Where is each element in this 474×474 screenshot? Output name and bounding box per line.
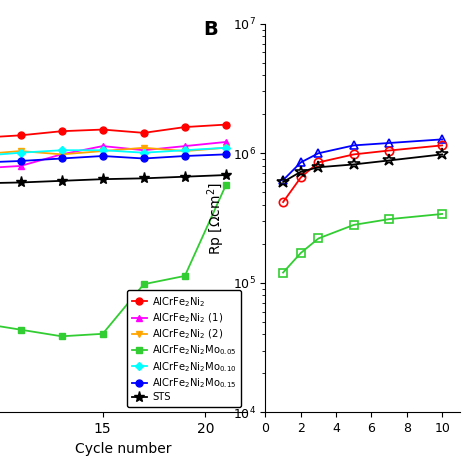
Y-axis label: Rp [$\Omega$cm$^2$]: Rp [$\Omega$cm$^2$]	[206, 182, 227, 255]
AlCrFe$_2$Ni$_2$	[223, 122, 229, 128]
AlCrFe$_2$Ni$_2$ (1)	[100, 143, 106, 149]
Line: STS: STS	[0, 170, 231, 199]
AlCrFe$_2$Ni$_2$	[59, 128, 64, 134]
AlCrFe$_2$Ni$_2$Mo$_{0.05}$	[59, 333, 64, 339]
Line: AlCrFe$_2$Ni$_2$ (1): AlCrFe$_2$Ni$_2$ (1)	[0, 138, 229, 267]
STS	[100, 176, 106, 182]
AlCrFe$_2$Ni$_2$ (2)	[18, 148, 23, 154]
X-axis label: Cycle number: Cycle number	[75, 442, 172, 456]
AlCrFe$_2$Ni$_2$Mo$_{0.10}$	[223, 145, 229, 151]
AlCrFe$_2$Ni$_2$Mo$_{0.05}$	[18, 327, 23, 333]
AlCrFe$_2$Ni$_2$Mo$_{0.05}$	[100, 331, 106, 337]
AlCrFe$_2$Ni$_2$Mo$_{0.05}$	[141, 282, 146, 287]
AlCrFe$_2$Ni$_2$ (1)	[223, 139, 229, 145]
AlCrFe$_2$Ni$_2$Mo$_{0.05}$	[223, 182, 229, 188]
Line: AlCrFe$_2$Ni$_2$Mo$_{0.05}$: AlCrFe$_2$Ni$_2$Mo$_{0.05}$	[0, 182, 229, 340]
AlCrFe$_2$Ni$_2$Mo$_{0.15}$	[223, 152, 229, 157]
AlCrFe$_2$Ni$_2$ (1)	[59, 152, 64, 157]
STS	[182, 174, 188, 180]
AlCrFe$_2$Ni$_2$ (2)	[182, 148, 188, 154]
AlCrFe$_2$Ni$_2$Mo$_{0.10}$	[141, 150, 146, 155]
AlCrFe$_2$Ni$_2$Mo$_{0.15}$	[182, 153, 188, 159]
AlCrFe$_2$Ni$_2$ (1)	[18, 163, 23, 169]
AlCrFe$_2$Ni$_2$Mo$_{0.15}$	[141, 155, 146, 161]
AlCrFe$_2$Ni$_2$ (1)	[182, 143, 188, 149]
AlCrFe$_2$Ni$_2$	[141, 130, 146, 136]
STS	[223, 172, 229, 178]
Line: AlCrFe$_2$Ni$_2$: AlCrFe$_2$Ni$_2$	[0, 121, 229, 143]
AlCrFe$_2$Ni$_2$Mo$_{0.15}$	[18, 158, 23, 164]
AlCrFe$_2$Ni$_2$Mo$_{0.15}$	[59, 155, 64, 161]
AlCrFe$_2$Ni$_2$	[100, 127, 106, 132]
AlCrFe$_2$Ni$_2$Mo$_{0.10}$	[18, 150, 23, 155]
STS	[18, 180, 23, 185]
AlCrFe$_2$Ni$_2$ (2)	[223, 145, 229, 151]
Text: B: B	[203, 20, 218, 39]
Legend: AlCrFe$_2$Ni$_2$, AlCrFe$_2$Ni$_2$ (1), AlCrFe$_2$Ni$_2$ (2), AlCrFe$_2$Ni$_2$Mo: AlCrFe$_2$Ni$_2$, AlCrFe$_2$Ni$_2$ (1), …	[127, 290, 241, 407]
AlCrFe$_2$Ni$_2$	[18, 133, 23, 138]
AlCrFe$_2$Ni$_2$Mo$_{0.05}$	[182, 273, 188, 279]
AlCrFe$_2$Ni$_2$Mo$_{0.15}$	[100, 153, 106, 159]
AlCrFe$_2$Ni$_2$Mo$_{0.10}$	[182, 147, 188, 153]
AlCrFe$_2$Ni$_2$Mo$_{0.10}$	[59, 147, 64, 153]
STS	[141, 175, 146, 181]
AlCrFe$_2$Ni$_2$ (2)	[59, 152, 64, 157]
AlCrFe$_2$Ni$_2$Mo$_{0.10}$	[100, 147, 106, 153]
AlCrFe$_2$Ni$_2$ (2)	[141, 145, 146, 151]
STS	[59, 178, 64, 183]
AlCrFe$_2$Ni$_2$ (1)	[141, 147, 146, 153]
AlCrFe$_2$Ni$_2$	[182, 124, 188, 130]
Line: AlCrFe$_2$Ni$_2$Mo$_{0.10}$: AlCrFe$_2$Ni$_2$Mo$_{0.10}$	[0, 145, 229, 160]
AlCrFe$_2$Ni$_2$ (2)	[100, 148, 106, 154]
Line: AlCrFe$_2$Ni$_2$ (2): AlCrFe$_2$Ni$_2$ (2)	[0, 144, 229, 159]
Line: AlCrFe$_2$Ni$_2$Mo$_{0.15}$: AlCrFe$_2$Ni$_2$Mo$_{0.15}$	[0, 151, 229, 180]
